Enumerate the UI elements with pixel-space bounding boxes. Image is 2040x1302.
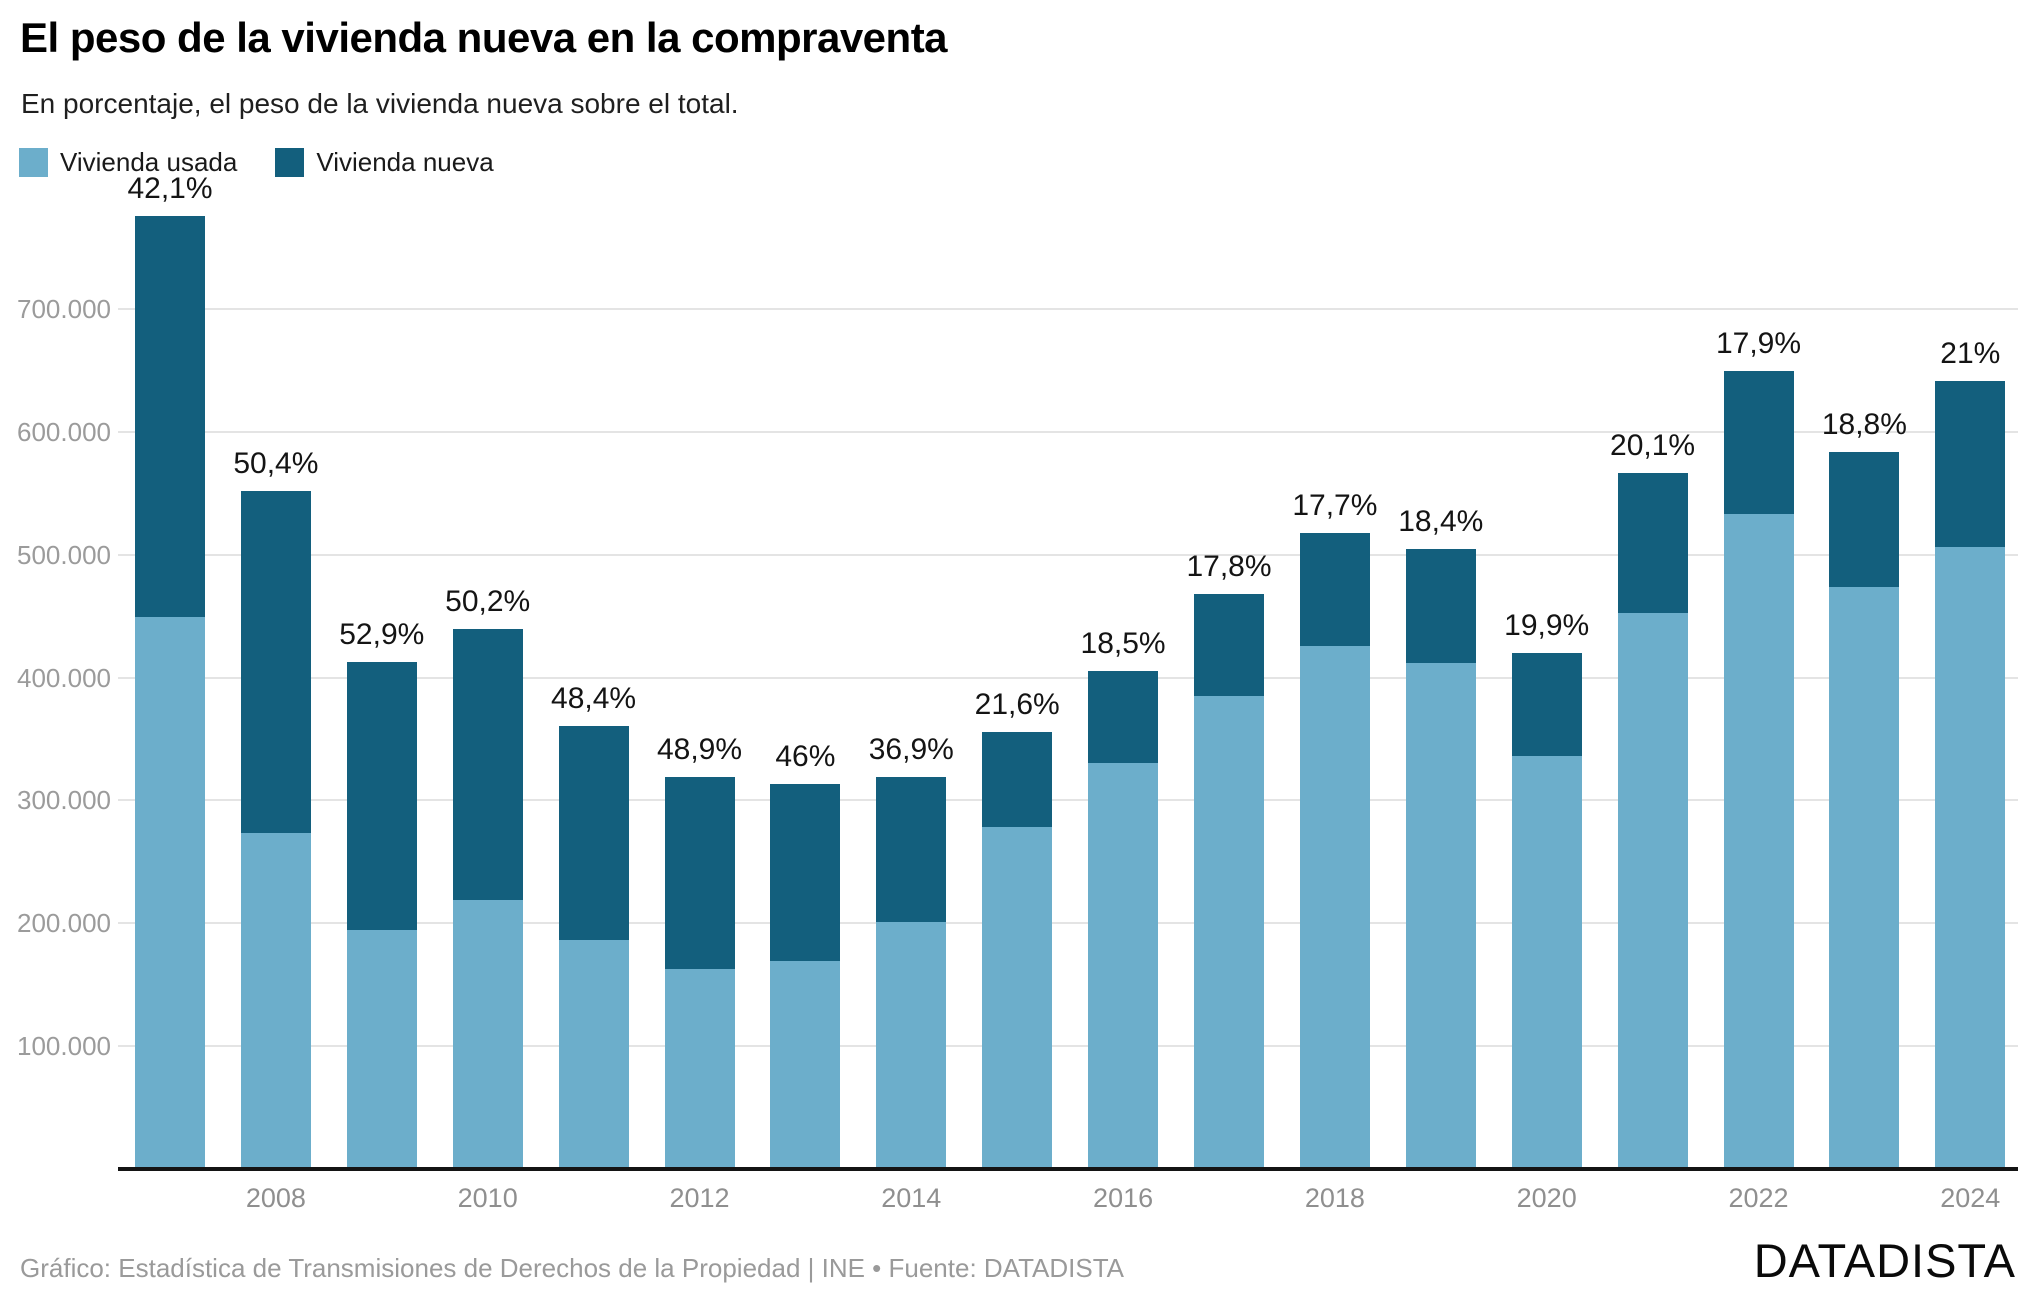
bar-2020-vivienda-nueva (1511, 652, 1582, 756)
bar-label-2007: 42,1% (127, 172, 213, 206)
x-axis-tick-label-2008: 2008 (245, 1183, 306, 1213)
legend: Vivienda usada Vivienda nueva (19, 147, 520, 178)
bar-2023-vivienda-nueva (1829, 451, 1900, 587)
bar-2011-vivienda-nueva (558, 726, 629, 941)
bar-2015-vivienda-usada (982, 826, 1053, 1169)
bar-2021-vivienda-nueva (1617, 473, 1688, 613)
x-axis-tick-label-2024: 2024 (1940, 1183, 2001, 1213)
x-axis-tick-label-2016: 2016 (1093, 1183, 1154, 1213)
bar-label-2013: 46% (775, 740, 836, 774)
bar-label-2016: 18,5% (1080, 626, 1166, 660)
bar-2016-vivienda-nueva (1088, 670, 1159, 763)
bar-2024-vivienda-nueva (1935, 381, 2006, 547)
bar-label-2020: 19,9% (1504, 608, 1590, 642)
gridline-400.000 (118, 676, 2018, 679)
datadista-logo: DATADISTA (1753, 1234, 2016, 1287)
gridline-200.000 (118, 922, 2018, 925)
bar-2022-vivienda-nueva (1723, 371, 1794, 514)
x-axis-tick-label-2012: 2012 (669, 1183, 730, 1213)
bar-label-2023: 18,8% (1821, 407, 1907, 441)
bar-2010-vivienda-usada (452, 900, 523, 1169)
bar-2008-vivienda-usada (240, 832, 311, 1169)
bar-2019-vivienda-nueva (1405, 548, 1476, 663)
x-axis-tick-label-2018: 2018 (1304, 1183, 1365, 1213)
bar-label-2024: 21% (1940, 337, 2001, 371)
bar-2014-vivienda-nueva (876, 776, 947, 922)
bar-label-2008: 50,4% (233, 446, 319, 480)
gridline-700.000 (118, 308, 2018, 310)
page-title: El peso de la vivienda nueva en la compr… (20, 14, 948, 61)
legend-label-vivienda-nueva: Vivienda nueva (316, 147, 494, 177)
bar-2023-vivienda-usada (1829, 586, 1900, 1169)
bar-2012-vivienda-usada (664, 968, 735, 1169)
y-axis-tick-label: 600.000 (17, 416, 111, 447)
bar-2010-vivienda-nueva (452, 628, 523, 901)
y-axis-tick-label: 200.000 (17, 908, 111, 939)
bar-2009-vivienda-usada (346, 930, 417, 1169)
bar-label-2017: 17,8% (1186, 549, 1272, 583)
chart-subtitle: En porcentaje, el peso de la vivienda nu… (21, 88, 739, 119)
y-axis-tick-label: 500.000 (17, 539, 111, 570)
bar-2016-vivienda-usada (1088, 762, 1159, 1169)
bar-2018-vivienda-usada (1299, 645, 1370, 1169)
bar-2015-vivienda-nueva (982, 732, 1053, 827)
bar-2022-vivienda-usada (1723, 513, 1794, 1169)
bar-label-2021: 20,1% (1610, 429, 1696, 462)
bar-2013-vivienda-usada (770, 961, 841, 1169)
bar-2014-vivienda-usada (876, 921, 947, 1169)
bar-2007-vivienda-usada (135, 617, 205, 1169)
bar-2011-vivienda-usada (558, 940, 629, 1169)
bar-2013-vivienda-nueva (770, 784, 841, 962)
bar-2019-vivienda-usada (1405, 662, 1476, 1169)
x-axis-tick-label-2010: 2010 (457, 1183, 518, 1213)
gridline-600.000 (118, 430, 2018, 433)
source-credit: Gráfico: Estadística de Transmisiones de… (20, 1253, 1125, 1283)
x-axis-line (118, 1167, 2018, 1171)
bar-label-2022: 17,9% (1715, 327, 1802, 361)
x-axis-tick-label-2014: 2014 (881, 1183, 942, 1213)
y-axis-tick-label: 300.000 (17, 785, 111, 816)
bar-label-2018: 17,7% (1292, 489, 1378, 523)
bar-label-2012: 48,9% (656, 732, 743, 766)
gridline-300.000 (118, 799, 2018, 802)
bar-label-2019: 18,4% (1398, 504, 1484, 538)
gridline-100.000 (118, 1045, 2018, 1048)
y-axis-tick-label: 400.000 (17, 662, 111, 693)
bar-2018-vivienda-nueva (1299, 533, 1370, 646)
bar-2017-vivienda-nueva (1194, 593, 1264, 697)
bar-label-2010: 50,2% (445, 584, 531, 618)
x-axis-tick-label-2020: 2020 (1516, 1183, 1577, 1213)
bar-2021-vivienda-usada (1617, 612, 1688, 1169)
legend-swatch-vivienda-usada (19, 148, 48, 177)
bar-label-2014: 36,9% (868, 732, 954, 766)
bar-2009-vivienda-nueva (346, 661, 417, 931)
y-axis-tick-label: 100.000 (17, 1031, 111, 1062)
bar-2017-vivienda-usada (1194, 696, 1264, 1169)
legend-label-vivienda-usada: Vivienda usada (60, 147, 238, 177)
y-axis-tick-label: 700.000 (17, 294, 111, 324)
bar-2012-vivienda-nueva (664, 776, 735, 969)
bar-2007-vivienda-nueva (135, 216, 205, 618)
legend-swatch-vivienda-nueva (275, 148, 305, 177)
gridline-500.000 (118, 553, 2018, 556)
bar-2020-vivienda-usada (1511, 755, 1582, 1169)
bar-label-2015: 21,6% (974, 688, 1060, 722)
bar-2024-vivienda-usada (1935, 546, 2006, 1169)
bar-label-2009: 52,9% (339, 617, 425, 651)
x-axis-tick-label-2022: 2022 (1728, 1183, 1789, 1213)
bar-2008-vivienda-nueva (240, 490, 311, 833)
bar-label-2011: 48,4% (551, 682, 637, 716)
